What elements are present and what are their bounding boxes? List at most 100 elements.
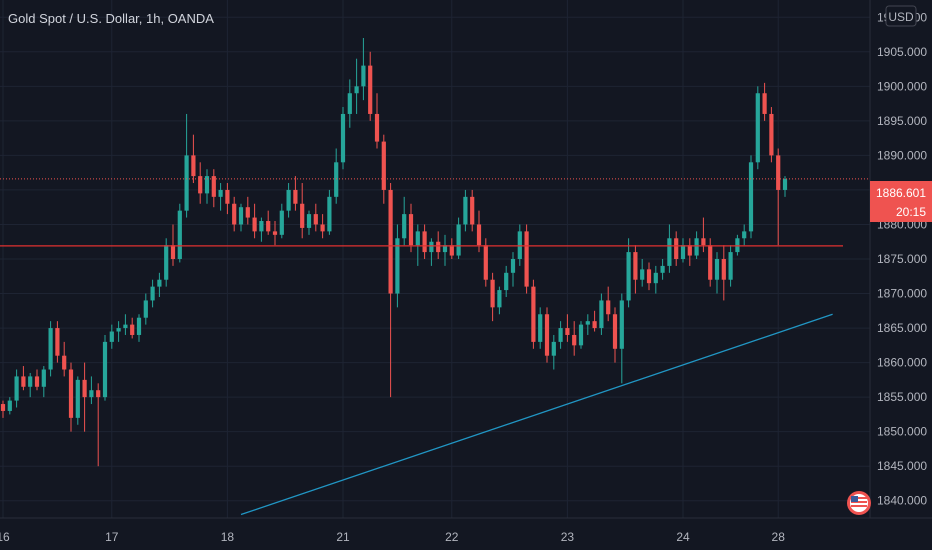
candle (415, 224, 420, 266)
candle (48, 321, 53, 377)
candle (102, 334, 108, 401)
candle (721, 245, 726, 301)
candle (470, 189, 475, 232)
candle (170, 224, 176, 266)
candle (361, 37, 366, 101)
candle (456, 217, 461, 259)
candle (306, 210, 312, 235)
candle (674, 231, 679, 266)
candle (476, 210, 482, 253)
candle (578, 321, 584, 349)
candle (204, 169, 210, 204)
candle (143, 293, 148, 325)
price-axis: 1910.0001905.0001900.0001895.0001890.000… (877, 10, 927, 507)
candle (408, 203, 414, 253)
candle (422, 224, 427, 259)
time-tick-label: 28 (772, 530, 786, 544)
last-price-value: 1886.601 (876, 186, 926, 200)
candle (517, 224, 522, 266)
candle (14, 369, 19, 408)
time-tick-label: 17 (105, 530, 119, 544)
grid-lines (0, 0, 870, 518)
candle (157, 272, 162, 297)
candle (640, 259, 645, 287)
candle (96, 383, 101, 467)
candle (245, 196, 250, 225)
last-price-tag: 1886.601 20:15 (870, 181, 932, 222)
candle (191, 134, 196, 184)
candle (184, 113, 189, 218)
candle (551, 334, 556, 370)
price-axis-panel[interactable] (870, 0, 932, 518)
time-tick-label: 21 (336, 530, 350, 544)
candle (320, 214, 325, 239)
candle (300, 183, 305, 239)
candle (599, 293, 604, 335)
candle (626, 238, 631, 308)
candle (755, 86, 760, 170)
candle (449, 238, 454, 259)
candle (293, 176, 298, 211)
candle (130, 317, 135, 339)
candle (313, 203, 318, 232)
candle (116, 321, 121, 342)
candle (782, 176, 788, 197)
price-tick-label: 1870.000 (877, 287, 927, 301)
candle (728, 245, 733, 287)
candle (735, 234, 740, 256)
candle (68, 362, 74, 432)
candle (680, 238, 686, 263)
candle (497, 286, 502, 315)
candle (388, 183, 393, 398)
candle (238, 203, 244, 232)
candle (347, 79, 352, 128)
price-tick-label: 1845.000 (877, 459, 927, 473)
candle (225, 183, 230, 215)
candle (0, 400, 6, 418)
candle (374, 93, 380, 149)
candle (667, 224, 672, 273)
candle (585, 314, 590, 335)
candle (41, 366, 46, 398)
candle (612, 307, 618, 363)
candle (436, 231, 441, 259)
candle (558, 321, 563, 349)
currency-button[interactable]: USD (885, 5, 917, 27)
candle (748, 155, 754, 239)
time-axis: 16 17 18 21 22 23 24 28 (0, 530, 785, 544)
candle (279, 203, 284, 239)
candle (109, 324, 114, 349)
candle (565, 314, 570, 342)
us-flag-icon[interactable] (847, 491, 871, 515)
candle (62, 341, 67, 377)
candle (198, 162, 203, 204)
price-tick-label: 1860.000 (877, 356, 927, 370)
time-tick-label: 22 (445, 530, 459, 544)
candle (340, 107, 346, 170)
price-tick-label: 1840.000 (877, 494, 927, 508)
candle (769, 107, 774, 163)
ascending-trendline[interactable] (240, 313, 833, 516)
candle (592, 310, 597, 332)
candle (177, 203, 182, 263)
candle (429, 238, 434, 266)
time-axis-panel[interactable] (0, 518, 870, 550)
price-tick-label: 1900.000 (877, 79, 927, 93)
candle (463, 189, 468, 232)
time-tick-label: 16 (0, 530, 10, 544)
candle (75, 376, 80, 425)
candle (272, 221, 278, 246)
candle (742, 224, 747, 246)
candle (55, 321, 60, 363)
candle (524, 224, 529, 294)
candle (21, 366, 26, 391)
chart-title: Gold Spot / U.S. Dollar, 1h, OANDA (8, 11, 214, 26)
price-tick-label: 1850.000 (877, 425, 927, 439)
time-tick-label: 24 (676, 530, 690, 544)
candle (368, 51, 373, 121)
candle (538, 307, 543, 349)
candle (714, 252, 720, 294)
candle (266, 210, 271, 235)
